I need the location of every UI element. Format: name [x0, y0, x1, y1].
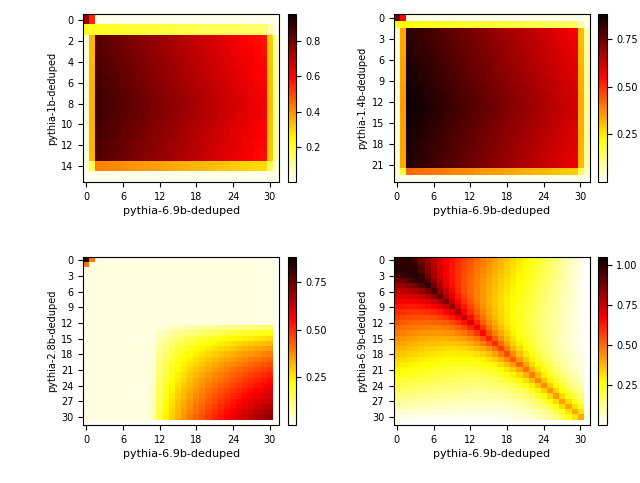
Y-axis label: pythia-2.8b-deduped: pythia-2.8b-deduped — [47, 290, 57, 393]
X-axis label: pythia-6.9b-deduped: pythia-6.9b-deduped — [433, 206, 550, 216]
Y-axis label: pythia-1b-deduped: pythia-1b-deduped — [47, 52, 57, 145]
Y-axis label: pythia-1.4b-deduped: pythia-1.4b-deduped — [358, 47, 367, 149]
Y-axis label: pythia-6.9b-deduped: pythia-6.9b-deduped — [357, 290, 367, 392]
X-axis label: pythia-6.9b-deduped: pythia-6.9b-deduped — [433, 449, 550, 459]
X-axis label: pythia-6.9b-deduped: pythia-6.9b-deduped — [122, 206, 239, 216]
X-axis label: pythia-6.9b-deduped: pythia-6.9b-deduped — [122, 449, 239, 459]
